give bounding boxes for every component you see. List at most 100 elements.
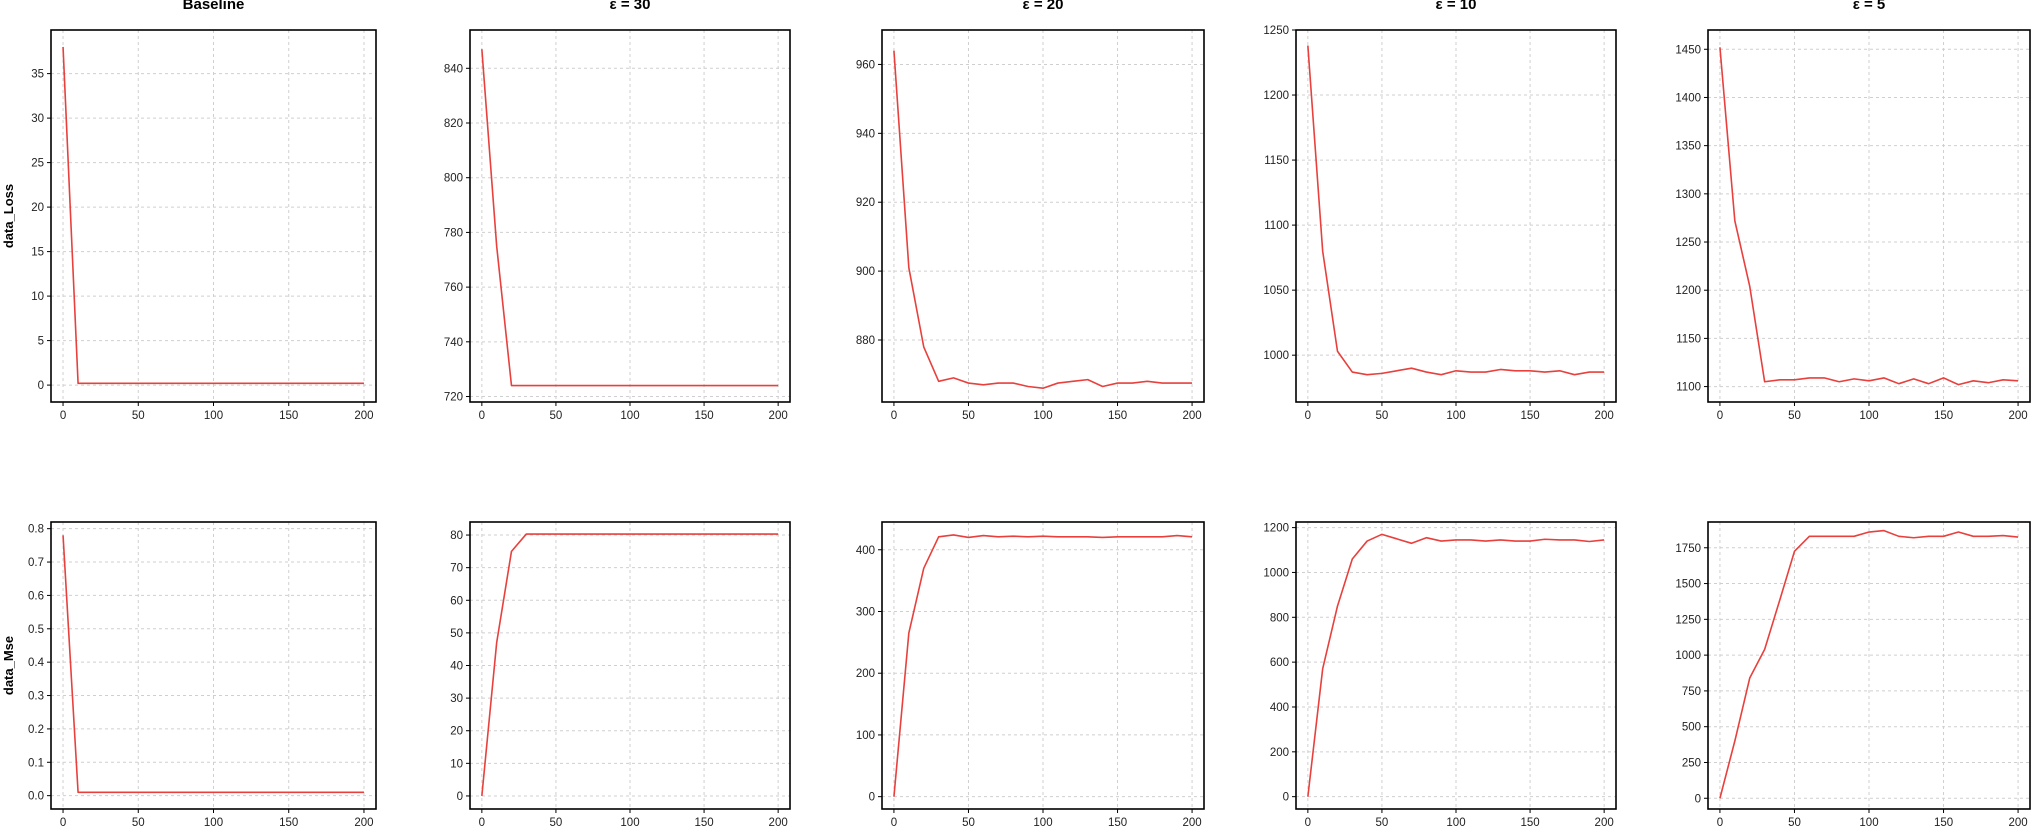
y-tick-label: 400 [1270, 702, 1289, 714]
y-tick-label: 0.4 [28, 657, 45, 669]
x-tick-label: 0 [891, 410, 897, 422]
series-line [481, 49, 779, 387]
y-tick-label: 1100 [1264, 220, 1289, 232]
y-tick-label: 5 [38, 336, 44, 348]
series-line [1307, 45, 1605, 376]
y-tick-label: 1500 [1675, 579, 1701, 591]
y-tick-label: 1200 [1263, 90, 1289, 102]
y-tick-label: 920 [856, 197, 875, 209]
x-tick-label: 50 [550, 410, 563, 422]
x-tick-label: 150 [694, 817, 713, 829]
x-tick-label: 0 [60, 410, 66, 422]
x-tick-label: 50 [1376, 817, 1389, 829]
y-tick-label: 760 [444, 282, 463, 294]
column-title: Baseline [183, 0, 245, 13]
y-tick-label: 50 [450, 628, 463, 640]
y-tick-label: 800 [1270, 612, 1289, 624]
y-tick-label: 0 [1283, 792, 1289, 804]
y-tick-label: 1400 [1675, 92, 1701, 104]
y-tick-label: 60 [450, 595, 463, 607]
y-tick-label: 1250 [1263, 25, 1289, 37]
x-tick-label: 0 [1305, 817, 1311, 829]
column-title: ε = 30 [610, 0, 651, 13]
y-tick-label: 1100 [1676, 382, 1701, 394]
y-tick-label: 25 [31, 158, 44, 170]
x-tick-label: 100 [1859, 817, 1878, 829]
x-tick-label: 200 [1182, 817, 1201, 829]
x-tick-label: 100 [1859, 410, 1878, 422]
column-title: ε = 10 [1436, 0, 1477, 13]
chart-panel-eps5-mse: 0 50 100 150 200 0 250 500 750 1000 1250 1500 1750 [1675, 521, 2031, 829]
row-label: data_Mse [1, 636, 16, 695]
row-label: data_Loss [1, 184, 16, 248]
y-tick-label: 1450 [1675, 44, 1701, 56]
y-tick-label: 880 [856, 335, 875, 347]
x-tick-label: 100 [620, 410, 639, 422]
y-tick-label: 20 [450, 726, 463, 738]
x-tick-label: 0 [1717, 410, 1723, 422]
y-tick-label: 30 [450, 693, 463, 705]
y-tick-label: 0.0 [28, 791, 44, 803]
y-tick-label: 800 [444, 173, 463, 185]
axes-frame [50, 29, 377, 403]
y-tick-label: 250 [1682, 757, 1701, 769]
y-tick-label: 740 [444, 337, 463, 349]
x-tick-label: 50 [132, 410, 145, 422]
y-tick-label: 200 [1270, 747, 1289, 759]
y-tick-label: 0 [457, 791, 463, 803]
y-tick-label: 1150 [1676, 333, 1701, 345]
y-tick-label: 0 [869, 792, 875, 804]
x-tick-label: 0 [479, 817, 485, 829]
x-tick-label: 150 [1520, 410, 1539, 422]
y-tick-label: 1050 [1263, 285, 1289, 297]
x-tick-label: 100 [204, 817, 223, 829]
y-tick-label: 1000 [1263, 567, 1289, 579]
chart-panel-eps20-mse: 0 50 100 150 200 0 100 200 300 400 [856, 521, 1205, 829]
x-tick-label: 150 [694, 410, 713, 422]
series-line [1719, 529, 2019, 799]
y-tick-label: 0.8 [28, 524, 44, 536]
axes-frame [469, 521, 791, 810]
y-tick-label: 1250 [1675, 614, 1701, 626]
y-tick-label: 10 [450, 758, 463, 770]
y-tick-label: 1250 [1675, 237, 1701, 249]
axes-frame [50, 521, 377, 810]
y-tick-label: 1200 [1263, 523, 1289, 535]
y-tick-label: 0.6 [28, 590, 44, 602]
y-tick-label: 720 [444, 392, 463, 404]
y-tick-label: 960 [856, 59, 875, 71]
x-tick-label: 200 [1595, 817, 1614, 829]
axes-frame [1295, 29, 1617, 403]
x-tick-label: 100 [620, 817, 639, 829]
axes-frame [1707, 521, 2031, 810]
x-tick-label: 200 [2008, 817, 2027, 829]
x-tick-label: 200 [2008, 410, 2027, 422]
x-tick-label: 100 [1033, 410, 1052, 422]
series-line [1719, 47, 2019, 386]
y-tick-label: 35 [31, 69, 44, 81]
y-tick-label: 500 [1682, 722, 1701, 734]
y-tick-label: 200 [856, 668, 875, 680]
y-tick-label: 1750 [1675, 543, 1701, 555]
y-tick-label: 0.2 [28, 724, 44, 736]
y-tick-label: 0.7 [28, 557, 44, 569]
chart-panel-baseline-mse: 0 50 100 150 200 0.0 0.1 0.2 0.3 0.4 0.5 0.6 0.7 0.8 d… [1, 521, 377, 829]
y-tick-label: 100 [856, 730, 875, 742]
y-tick-label: 80 [450, 530, 463, 542]
y-tick-label: 30 [31, 113, 44, 125]
y-tick-label: 1350 [1675, 141, 1701, 153]
y-tick-label: 40 [450, 661, 463, 673]
y-tick-label: 1000 [1675, 650, 1701, 662]
x-tick-label: 200 [769, 410, 788, 422]
x-tick-label: 50 [962, 410, 975, 422]
series-line [62, 46, 364, 385]
x-tick-label: 0 [1305, 410, 1311, 422]
y-tick-label: 0.1 [28, 757, 44, 769]
x-tick-label: 50 [550, 817, 563, 829]
chart-panel-eps10-mse: 0 50 100 150 200 0 200 400 600 800 1000 1200 [1263, 521, 1617, 829]
column-title: ε = 20 [1023, 0, 1064, 13]
x-tick-label: 50 [1788, 410, 1801, 422]
series-line [893, 50, 1193, 390]
x-tick-label: 100 [1446, 817, 1465, 829]
